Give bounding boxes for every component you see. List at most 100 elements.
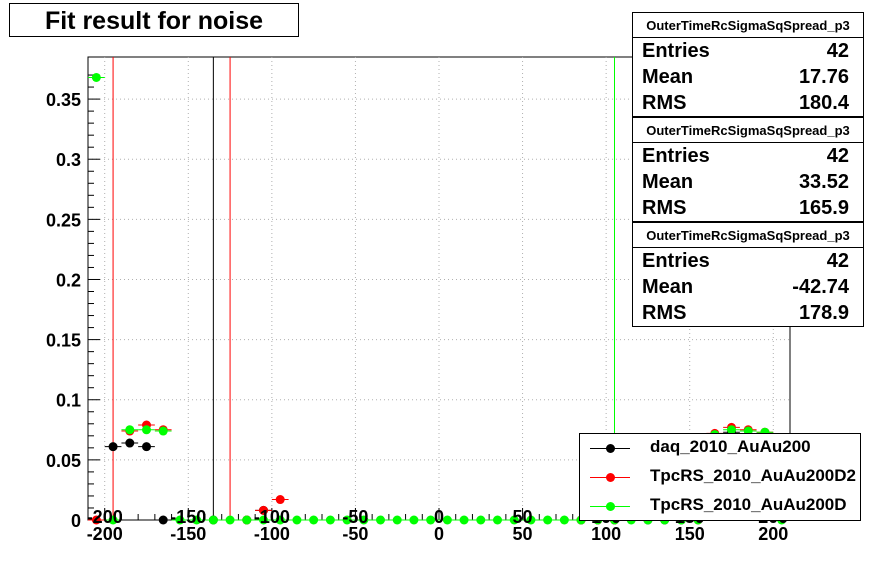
data-point (91, 72, 101, 82)
data-point (727, 425, 736, 435)
stats-value: 17.76 (798, 66, 849, 88)
stats-label: Mean (642, 66, 694, 88)
data-point (259, 515, 268, 525)
data-point (309, 515, 319, 525)
legend-marker (606, 444, 615, 453)
data-point (142, 425, 151, 435)
data-point (392, 515, 402, 525)
stats-value: 178.9 (798, 302, 849, 324)
stats-value: 165.9 (798, 197, 849, 219)
data-point (292, 515, 302, 525)
data-point (493, 515, 502, 525)
data-point (158, 515, 168, 525)
stats-label: Entries (642, 40, 710, 62)
legend-label: daq_2010_AuAu200 (650, 437, 811, 456)
legend-label: TpcRS_2010_AuAu200D2 (650, 466, 856, 485)
data-series (88, 72, 790, 525)
data-point (526, 515, 536, 525)
stats-box-1: OuterTimeRcSigmaSqSpread_p3 Entries 42 Me… (632, 12, 864, 117)
legend-item-tpcrs-d: TpcRS_2010_AuAu200D (580, 492, 862, 521)
stats-box-name: OuterTimeRcSigmaSqSpread_p3 (633, 223, 863, 248)
data-point (409, 515, 419, 525)
stats-box-name: OuterTimeRcSigmaSqSpread_p3 (633, 13, 863, 38)
data-point (426, 515, 436, 525)
y-tick-label: 0.2 (56, 270, 81, 290)
stats-value: 42 (826, 40, 849, 62)
overlay-x-label: 0 (434, 507, 444, 527)
x-tick-label: 150 (675, 524, 705, 544)
legend-item-daq: daq_2010_AuAu200 (580, 434, 862, 463)
x-tick-label: 50 (513, 524, 533, 544)
stats-label: Mean (642, 276, 694, 298)
overlay-x-label: 50 (513, 507, 533, 527)
stats-box-3: OuterTimeRcSigmaSqSpread_p3 Entries 42 Me… (632, 222, 864, 327)
overlay-x-label: -200 (87, 507, 123, 527)
overlay-x-label: -150 (170, 507, 206, 527)
data-point (158, 426, 168, 436)
legend-marker (606, 473, 615, 482)
stats-label: Entries (642, 145, 710, 167)
stats-row-mean: Mean 33.52 (633, 169, 863, 195)
data-point (125, 425, 135, 435)
data-point (242, 515, 252, 525)
x-tick-label: -150 (170, 524, 206, 544)
stats-value: -42.74 (792, 276, 849, 298)
data-point (275, 495, 285, 505)
stats-row-entries: Entries 42 (633, 143, 863, 169)
data-point (376, 515, 385, 525)
data-point (476, 515, 486, 525)
data-point (509, 515, 519, 525)
data-point (559, 515, 569, 525)
x-tick-label: -100 (254, 524, 290, 544)
x-tick-label: 200 (758, 524, 788, 544)
axes: -200 -150 -100 -50 0 50 100 150 200 0.05 0.1 0.15 0.… (46, 74, 791, 544)
stats-label: RMS (642, 197, 687, 219)
stats-row-rms: RMS 178.9 (633, 300, 863, 326)
y-tick-label: 0.25 (46, 210, 81, 230)
stats-value: 42 (826, 145, 849, 167)
data-point (91, 515, 101, 525)
data-point (108, 442, 118, 452)
data-point (275, 515, 285, 525)
data-point (543, 515, 553, 525)
stats-row-entries: Entries 42 (633, 248, 863, 274)
data-point (342, 515, 352, 525)
stats-label: Entries (642, 250, 710, 272)
x-tick-label: 0 (434, 524, 444, 544)
stats-value: 33.52 (798, 171, 849, 193)
stats-row-entries: Entries 42 (633, 38, 863, 64)
data-point (459, 515, 469, 525)
stats-label: RMS (642, 92, 687, 114)
data-point (125, 438, 135, 448)
y-tick-label: 0.1 (56, 391, 81, 411)
data-point (192, 515, 202, 525)
legend: daq_2010_AuAu200 TpcRS_2010_AuAu200D2 Tp… (579, 433, 861, 521)
stats-label: RMS (642, 302, 687, 324)
data-point (142, 442, 151, 452)
data-point (259, 505, 268, 515)
x-tick-label: -200 (87, 524, 123, 544)
x-tick-label: 100 (591, 524, 621, 544)
data-point (442, 515, 452, 525)
x-tick-label: -50 (342, 524, 368, 544)
legend-marker (606, 502, 615, 511)
y-tick-label: 0 (71, 511, 81, 531)
data-point (175, 515, 185, 525)
data-point (108, 515, 118, 525)
stats-row-mean: Mean -42.74 (633, 274, 863, 300)
overlay-x-label: -100 (254, 507, 290, 527)
legend-item-tpcrs-d2: TpcRS_2010_AuAu200D2 (580, 463, 862, 492)
y-tick-label: 0.3 (56, 150, 81, 170)
stats-value: 42 (826, 250, 849, 272)
data-point (359, 515, 369, 525)
data-point (325, 515, 335, 525)
chart-title: Fit result for noise (9, 3, 299, 37)
stats-row-rms: RMS 165.9 (633, 195, 863, 221)
data-point (225, 515, 235, 525)
stats-box-name: OuterTimeRcSigmaSqSpread_p3 (633, 118, 863, 143)
series-TpcRS_2010_AuAu200D (88, 72, 790, 525)
stats-label: Mean (642, 171, 694, 193)
stats-box-2: OuterTimeRcSigmaSqSpread_p3 Entries 42 Me… (632, 117, 864, 222)
stats-value: 180.4 (798, 92, 849, 114)
